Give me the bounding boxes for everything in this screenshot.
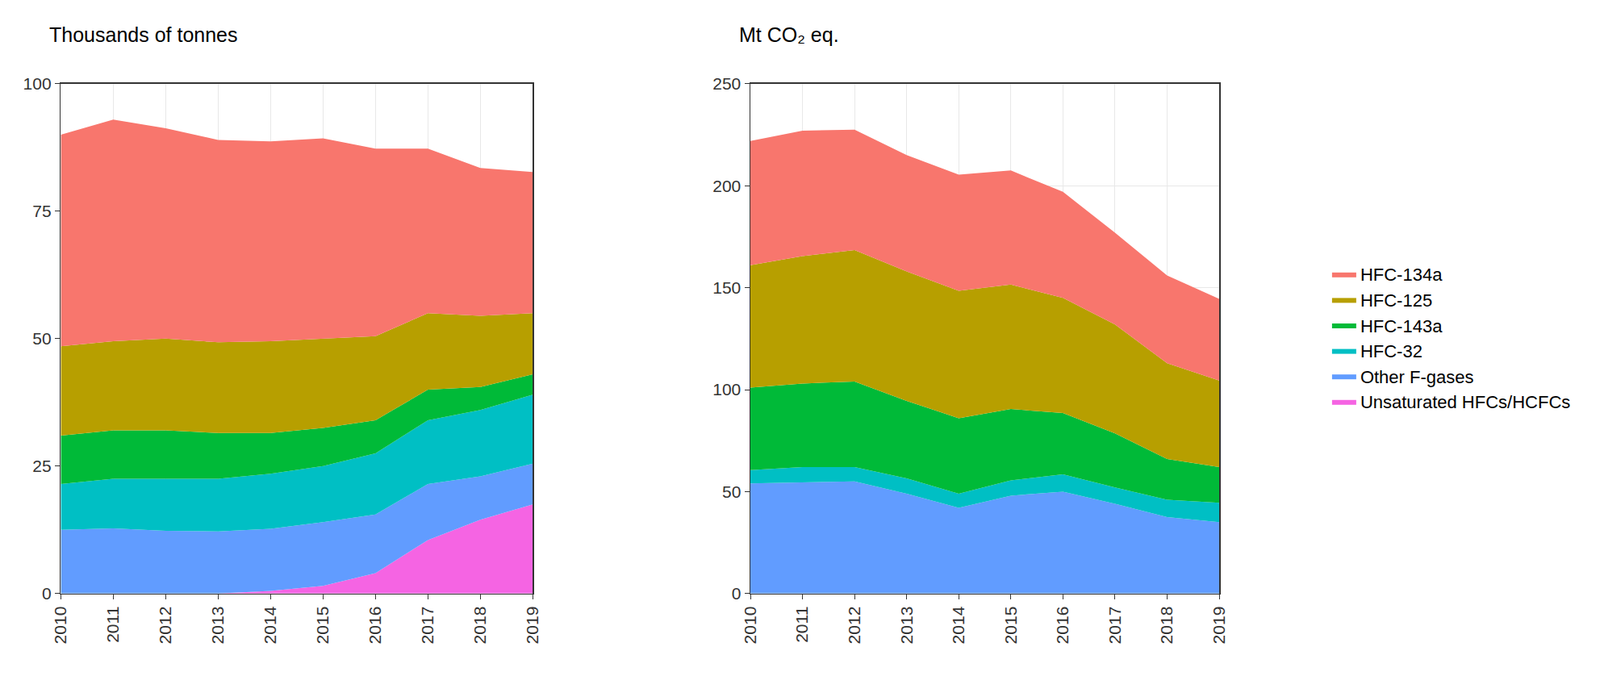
svg-text:2013: 2013 — [208, 606, 227, 645]
svg-text:100: 100 — [23, 74, 52, 93]
svg-text:Other F-gases: Other F-gases — [1360, 367, 1475, 388]
svg-text:2014: 2014 — [260, 605, 280, 644]
svg-text:HFC-134a: HFC-134a — [1360, 264, 1443, 285]
svg-text:Unsaturated HFCs/HCFCs: Unsaturated HFCs/HCFCs — [1360, 392, 1571, 413]
svg-text:2018: 2018 — [1157, 606, 1176, 645]
svg-text:2016: 2016 — [1052, 606, 1072, 645]
svg-text:75: 75 — [32, 201, 51, 221]
svg-text:0: 0 — [731, 584, 742, 603]
svg-text:2012: 2012 — [844, 606, 864, 645]
svg-text:2017: 2017 — [417, 606, 437, 645]
svg-text:2017: 2017 — [1105, 606, 1124, 645]
svg-text:2012: 2012 — [155, 606, 175, 645]
svg-text:100: 100 — [712, 380, 741, 399]
svg-text:Mt CO₂ eq.: Mt CO₂ eq. — [739, 23, 840, 46]
svg-text:50: 50 — [722, 482, 741, 502]
svg-text:2016: 2016 — [365, 606, 385, 645]
svg-text:2010: 2010 — [50, 606, 70, 645]
svg-text:2019: 2019 — [522, 606, 542, 645]
svg-text:2010: 2010 — [740, 606, 760, 645]
svg-text:2013: 2013 — [897, 606, 916, 645]
svg-text:25: 25 — [32, 456, 51, 476]
svg-text:2011: 2011 — [792, 606, 811, 644]
svg-text:50: 50 — [32, 329, 51, 348]
svg-text:HFC-125: HFC-125 — [1360, 290, 1433, 311]
svg-text:150: 150 — [712, 278, 741, 297]
svg-text:2015: 2015 — [1001, 606, 1020, 645]
svg-text:2011: 2011 — [103, 606, 122, 644]
svg-text:HFC-32: HFC-32 — [1360, 341, 1423, 362]
svg-text:250: 250 — [712, 74, 741, 93]
svg-text:2019: 2019 — [1209, 606, 1229, 645]
svg-text:200: 200 — [712, 176, 741, 196]
svg-text:2014: 2014 — [948, 605, 968, 644]
svg-text:2018: 2018 — [470, 606, 489, 645]
svg-text:Thousands of tonnes: Thousands of tonnes — [49, 23, 239, 46]
svg-text:0: 0 — [41, 584, 52, 603]
svg-text:2015: 2015 — [313, 606, 332, 645]
svg-text:HFC-143a: HFC-143a — [1360, 316, 1443, 337]
